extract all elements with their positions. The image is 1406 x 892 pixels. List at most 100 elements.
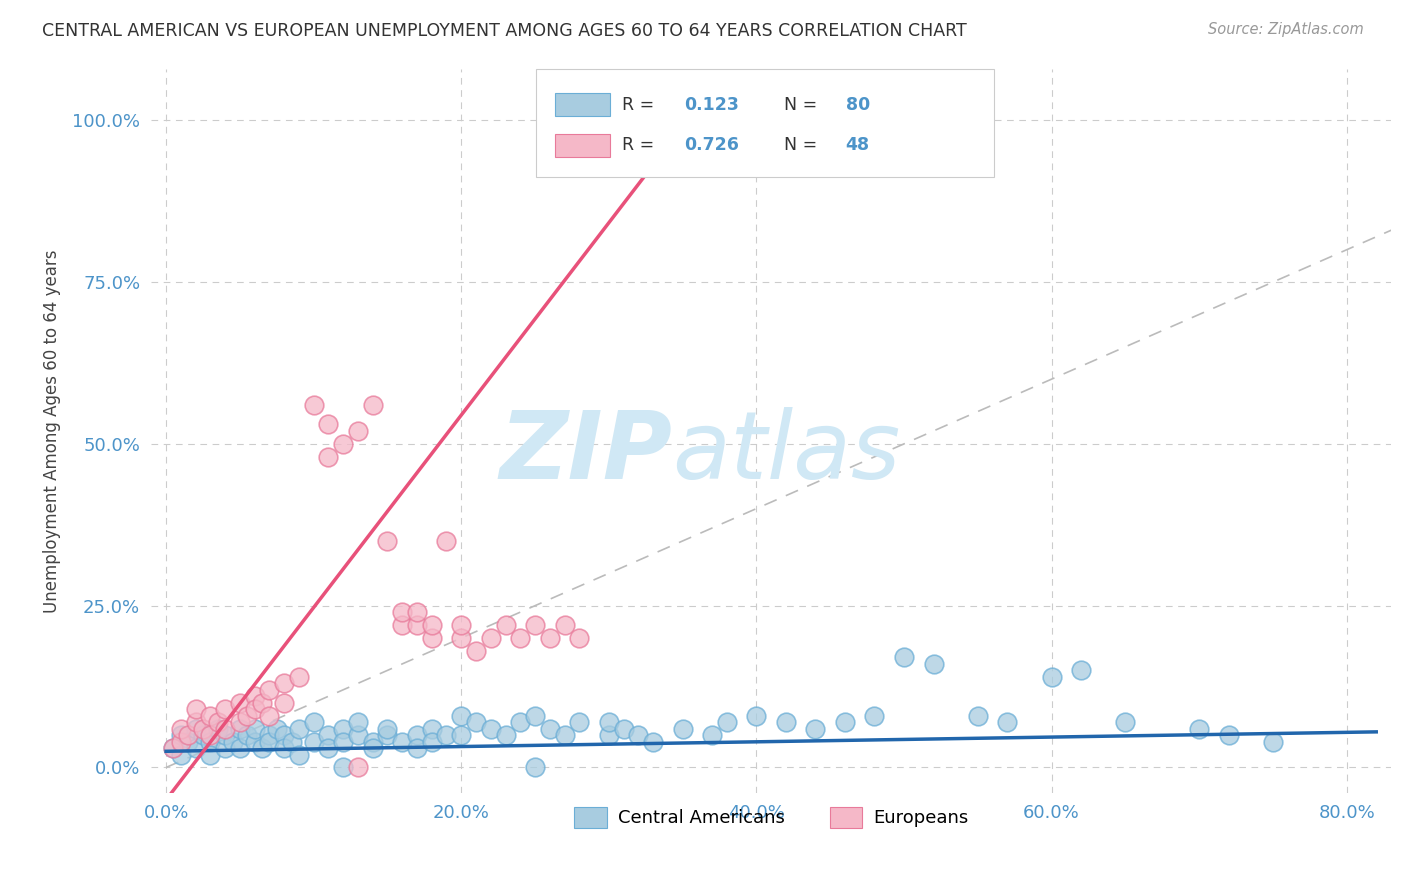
Point <box>1114 715 1136 730</box>
Text: R =: R = <box>623 136 661 154</box>
Point <box>554 618 576 632</box>
Point <box>347 424 370 438</box>
Point <box>643 734 665 748</box>
Point <box>598 728 620 742</box>
Point <box>332 722 354 736</box>
Point <box>266 722 288 736</box>
Text: 48: 48 <box>845 136 870 154</box>
Point <box>406 605 429 619</box>
Point <box>170 747 193 762</box>
Point <box>302 734 325 748</box>
Point <box>436 533 458 548</box>
Point <box>420 618 443 632</box>
Point <box>966 708 988 723</box>
Point <box>465 644 488 658</box>
Point <box>420 722 443 736</box>
Point <box>495 618 517 632</box>
Text: atlas: atlas <box>672 407 900 498</box>
Point <box>391 618 413 632</box>
Point <box>280 734 302 748</box>
Point <box>170 728 193 742</box>
Point <box>450 708 472 723</box>
Point <box>229 722 252 736</box>
Point <box>1040 670 1063 684</box>
Legend: Central Americans, Europeans: Central Americans, Europeans <box>567 800 976 835</box>
Point <box>200 747 222 762</box>
Point <box>191 728 214 742</box>
Point <box>318 741 340 756</box>
Point <box>184 741 207 756</box>
Point <box>893 650 915 665</box>
Point <box>207 722 229 736</box>
Point <box>170 722 193 736</box>
Point <box>170 734 193 748</box>
Point <box>302 715 325 730</box>
Point <box>250 741 273 756</box>
Point <box>406 741 429 756</box>
Point <box>406 618 429 632</box>
Point <box>745 708 768 723</box>
Point <box>214 741 236 756</box>
Point <box>229 696 252 710</box>
Point <box>184 715 207 730</box>
Point <box>318 728 340 742</box>
FancyBboxPatch shape <box>555 93 610 116</box>
Point <box>332 437 354 451</box>
Point <box>243 722 266 736</box>
Point <box>420 734 443 748</box>
Point <box>184 702 207 716</box>
Point <box>613 722 636 736</box>
Point <box>288 747 311 762</box>
FancyBboxPatch shape <box>555 134 610 157</box>
Point <box>598 715 620 730</box>
Point <box>1070 664 1092 678</box>
Point <box>318 450 340 464</box>
Point <box>702 728 724 742</box>
Point <box>627 728 650 742</box>
Point <box>1261 734 1284 748</box>
Point <box>191 722 214 736</box>
Point <box>288 670 311 684</box>
Point <box>420 631 443 645</box>
Point <box>288 722 311 736</box>
Text: CENTRAL AMERICAN VS EUROPEAN UNEMPLOYMENT AMONG AGES 60 TO 64 YEARS CORRELATION : CENTRAL AMERICAN VS EUROPEAN UNEMPLOYMEN… <box>42 22 967 40</box>
Point <box>391 605 413 619</box>
Point <box>200 708 222 723</box>
Point <box>200 734 222 748</box>
Point <box>995 715 1018 730</box>
Point <box>361 398 384 412</box>
Point <box>361 734 384 748</box>
Point <box>922 657 945 671</box>
Point <box>834 715 856 730</box>
Point <box>568 631 591 645</box>
Point <box>347 715 370 730</box>
Point <box>450 618 472 632</box>
Point <box>863 708 886 723</box>
Point <box>177 734 200 748</box>
Point <box>177 728 200 742</box>
Point <box>524 618 547 632</box>
Text: 0.726: 0.726 <box>685 136 740 154</box>
Point <box>568 715 591 730</box>
Point <box>377 722 399 736</box>
Point <box>524 708 547 723</box>
Point <box>347 760 370 774</box>
Point <box>538 631 561 645</box>
Point <box>1188 722 1211 736</box>
Text: ZIP: ZIP <box>499 407 672 499</box>
Y-axis label: Unemployment Among Ages 60 to 64 years: Unemployment Among Ages 60 to 64 years <box>44 249 60 613</box>
Point <box>273 676 295 690</box>
Point <box>406 728 429 742</box>
Point <box>200 728 222 742</box>
Point <box>672 722 695 736</box>
Point <box>391 734 413 748</box>
Point <box>162 741 184 756</box>
Point <box>243 734 266 748</box>
Point <box>450 631 472 645</box>
Text: N =: N = <box>783 136 823 154</box>
Point <box>243 690 266 704</box>
Point <box>1218 728 1240 742</box>
Point <box>243 702 266 716</box>
Point <box>554 728 576 742</box>
Text: 80: 80 <box>845 95 870 113</box>
